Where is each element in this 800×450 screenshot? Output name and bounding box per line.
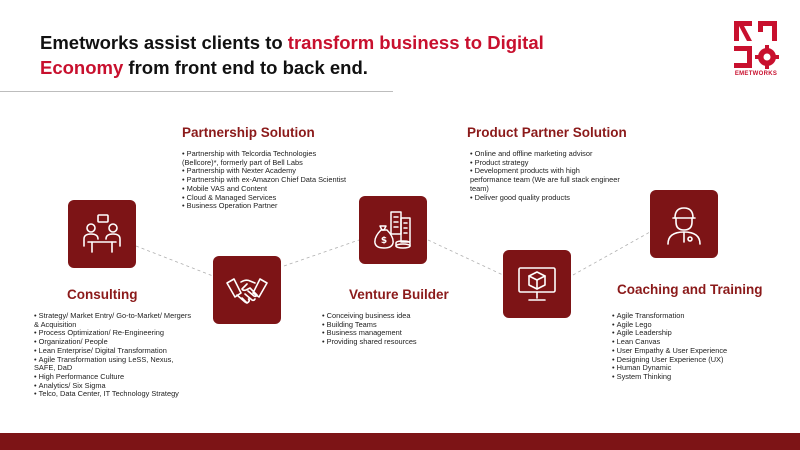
city-money-icon: $ — [374, 211, 411, 249]
product-tile — [503, 250, 571, 318]
title-text-1: Emetworks assist clients to — [40, 32, 288, 53]
footer-bar — [0, 433, 800, 450]
list-item: Agile Transformation — [612, 311, 762, 321]
list-item: Organization/ People — [34, 337, 194, 347]
partnership-tile — [213, 256, 281, 324]
handshake-icon — [226, 278, 268, 304]
list-item: Partnership with ex-Amazon Chief Data Sc… — [182, 175, 347, 185]
list-item: Analytics/ Six Sigma — [34, 381, 194, 391]
meeting-icon — [83, 214, 121, 253]
list-item: Deliver good quality products — [470, 193, 622, 203]
coaching-title: Coaching and Training — [617, 282, 763, 297]
venture-title: Venture Builder — [349, 287, 449, 302]
list-item: Process Optimization/ Re-Engineering — [34, 329, 194, 338]
monitor-box-icon — [518, 267, 556, 301]
list-item: Business management — [322, 329, 482, 338]
product-title: Product Partner Solution — [467, 125, 627, 140]
list-item: Designing User Experience (UX) — [612, 355, 762, 365]
partnership-list: Partnership with Telcordia Technologies … — [182, 149, 347, 211]
list-item: Product strategy — [470, 158, 622, 168]
list-item: Business Operation Partner — [182, 202, 347, 211]
list-item: Lean Enterprise/ Digital Transformation — [34, 346, 194, 356]
venture-list: Conceiving business idea Building Teams … — [322, 311, 482, 347]
list-item: User Empathy & User Experience — [612, 346, 762, 356]
partnership-title: Partnership Solution — [182, 125, 315, 140]
svg-text:$: $ — [381, 236, 387, 246]
list-item: System Thinking — [612, 372, 762, 382]
list-item: Lean Canvas — [612, 337, 762, 347]
venture-tile: $ — [359, 196, 427, 264]
title-text-2: from front end to back end. — [123, 57, 368, 78]
coaching-tile — [650, 190, 718, 258]
list-item: Human Dynamic — [612, 364, 762, 373]
list-item: Telco, Data Center, IT Technology Strate… — [34, 390, 194, 399]
list-item: Strategy/ Market Entry/ Go-to-Market/ Me… — [34, 311, 194, 329]
list-item: Conceiving business idea — [322, 311, 482, 321]
list-item: Providing shared resources — [322, 337, 482, 347]
list-item: Agile Lego — [612, 320, 762, 330]
list-item: Partnership with Telcordia Technologies … — [182, 149, 347, 167]
consulting-title: Consulting — [67, 287, 138, 302]
list-item: High Performance Culture — [34, 372, 194, 382]
consulting-tile — [68, 200, 136, 268]
coaching-list: Agile Transformation Agile Lego Agile Le… — [612, 311, 762, 382]
list-item: Mobile VAS and Content — [182, 184, 347, 194]
product-list: Online and offline marketing advisor Pro… — [470, 149, 622, 203]
logo-wordmark: EMETWORKS — [734, 71, 778, 77]
list-item: Cloud & Managed Services — [182, 193, 347, 203]
list-item: Online and offline marketing advisor — [470, 149, 622, 159]
emetworks-logo-icon — [734, 21, 779, 69]
page-title: Emetworks assist clients to transform bu… — [40, 30, 560, 80]
title-highlight: transform business to Digital Economy — [40, 32, 544, 78]
list-item: Building Teams — [322, 320, 482, 330]
list-item: Agile Leadership — [612, 329, 762, 338]
coach-icon — [667, 207, 701, 245]
list-item: Partnership with Nexter Academy — [182, 167, 347, 176]
list-item: Agile Transformation using LeSS, Nexus, … — [34, 355, 194, 373]
header-divider — [0, 91, 393, 92]
list-item: Development products with high performan… — [470, 167, 622, 193]
consulting-list: Strategy/ Market Entry/ Go-to-Market/ Me… — [34, 311, 194, 399]
